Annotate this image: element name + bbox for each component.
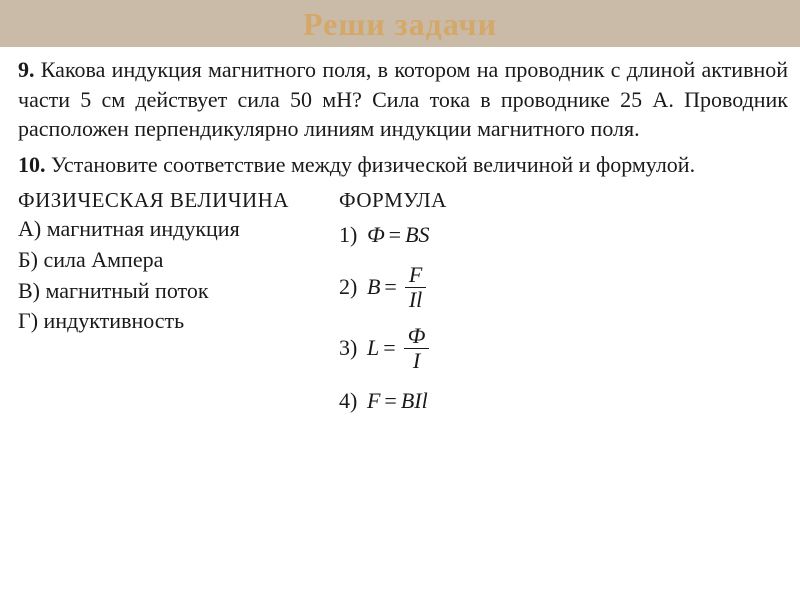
content-area: 9. Какова индукция магнитного поля, в ко… bbox=[0, 47, 800, 429]
formula-4-lhs: F bbox=[367, 386, 380, 416]
page-title: Реши задачи bbox=[0, 6, 800, 43]
problem-10-number: 10. bbox=[18, 152, 46, 177]
formula-3-numerator: Ф bbox=[404, 325, 430, 349]
problem-10: 10. Установите соответствие между физиче… bbox=[18, 150, 788, 180]
problem-10-text: Установите соответствие между физической… bbox=[51, 152, 695, 177]
header-bar: Реши задачи bbox=[0, 0, 800, 47]
formula-2-numerator: F bbox=[405, 264, 426, 288]
matching-columns: ФИЗИЧЕСКАЯ ВЕЛИЧИНА А) магнитная индукци… bbox=[18, 186, 788, 430]
formulas-column: ФОРМУЛА 1) Ф = BS 2) B = F Il 3) L = bbox=[329, 186, 788, 430]
formula-2-lhs: B bbox=[367, 272, 380, 302]
formula-4: 4) F = BIl bbox=[339, 386, 788, 416]
problem-9-number: 9. bbox=[18, 57, 35, 82]
formula-3: 3) L = Ф I bbox=[339, 325, 788, 372]
formula-3-number: 3) bbox=[339, 333, 367, 363]
formulas-heading: ФОРМУЛА bbox=[339, 186, 788, 214]
equals-sign: = bbox=[384, 272, 396, 302]
option-v: В) магнитный поток bbox=[18, 276, 289, 307]
quantities-column: ФИЗИЧЕСКАЯ ВЕЛИЧИНА А) магнитная индукци… bbox=[18, 186, 289, 430]
problem-9: 9. Какова индукция магнитного поля, в ко… bbox=[18, 55, 788, 144]
formula-1-rhs: BS bbox=[405, 220, 429, 250]
formula-1-number: 1) bbox=[339, 220, 367, 250]
quantities-heading: ФИЗИЧЕСКАЯ ВЕЛИЧИНА bbox=[18, 186, 289, 214]
formula-2-denominator: Il bbox=[405, 288, 426, 311]
formula-4-number: 4) bbox=[339, 386, 367, 416]
equals-sign: = bbox=[389, 220, 401, 250]
option-a: А) магнитная индукция bbox=[18, 214, 289, 245]
equals-sign: = bbox=[384, 386, 396, 416]
equals-sign: = bbox=[383, 333, 395, 363]
option-g: Г) индуктивность bbox=[18, 306, 289, 337]
formula-2-fraction: F Il bbox=[405, 264, 426, 311]
option-b: Б) сила Ампера bbox=[18, 245, 289, 276]
formula-1: 1) Ф = BS bbox=[339, 220, 788, 250]
formula-2-number: 2) bbox=[339, 272, 367, 302]
formula-3-lhs: L bbox=[367, 333, 379, 363]
formula-3-denominator: I bbox=[409, 349, 424, 372]
problem-9-text: Какова индукция магнитного поля, в котор… bbox=[18, 57, 788, 141]
formula-1-lhs: Ф bbox=[367, 220, 385, 250]
formula-4-rhs: BIl bbox=[401, 386, 428, 416]
formula-3-fraction: Ф I bbox=[404, 325, 430, 372]
formula-2: 2) B = F Il bbox=[339, 264, 788, 311]
